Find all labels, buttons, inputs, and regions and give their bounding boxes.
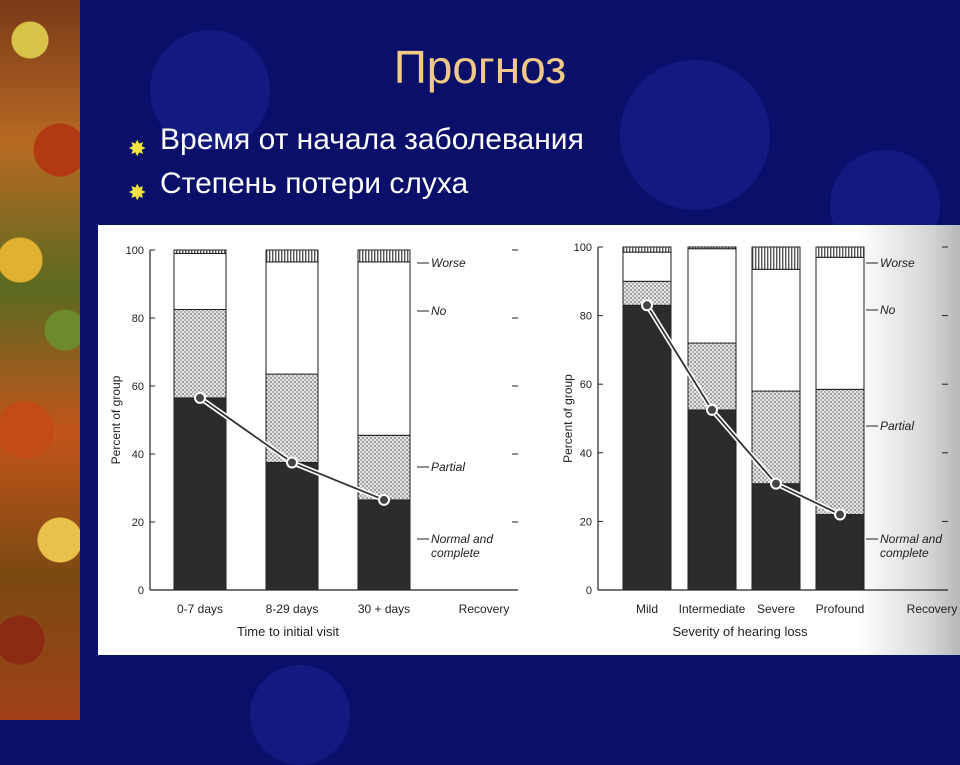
legend-label-normal: Normal and bbox=[880, 532, 942, 546]
bar-segment-no bbox=[815, 256, 865, 390]
bar-segment-partial bbox=[687, 342, 737, 411]
bar-segment-worse bbox=[622, 246, 672, 253]
bar-segment-normal bbox=[265, 462, 319, 591]
bar-segment-normal bbox=[815, 514, 865, 591]
x-axis-label: Time to initial visit bbox=[237, 624, 339, 639]
gear-decoration bbox=[620, 60, 770, 210]
legend-label: Partial bbox=[431, 460, 465, 474]
x-axis-label: Severity of hearing loss bbox=[672, 624, 808, 639]
y-tick-label: 20 bbox=[132, 517, 144, 529]
legend-label: No bbox=[880, 303, 896, 317]
bar-segment-no bbox=[751, 268, 801, 392]
x-tick-label: 0-7 days bbox=[177, 602, 223, 616]
bullet-text: Степень потери слуха bbox=[160, 167, 469, 200]
y-tick-label: 20 bbox=[580, 516, 592, 528]
y-tick-label: 40 bbox=[580, 448, 592, 460]
legend-label: Worse bbox=[880, 256, 915, 270]
trend-point bbox=[641, 299, 653, 312]
trend-line bbox=[646, 304, 841, 516]
bar-segment-worse bbox=[751, 246, 801, 270]
bar-segment-worse bbox=[357, 249, 411, 263]
trend-line-halo bbox=[644, 303, 842, 517]
y-tick-label: 80 bbox=[132, 313, 144, 325]
y-tick-label: 100 bbox=[574, 242, 592, 254]
y-tick-label: 80 bbox=[580, 311, 592, 323]
x-tick-label: 30 + days bbox=[358, 602, 410, 616]
bar-segment-worse bbox=[815, 246, 865, 258]
bar-segment-normal bbox=[173, 397, 227, 591]
gear-decoration bbox=[250, 665, 350, 765]
y-tick-label: 60 bbox=[132, 381, 144, 393]
legend-label-normal-2: complete bbox=[880, 546, 929, 560]
bar-segment-normal bbox=[687, 409, 737, 591]
bar-segment-partial bbox=[751, 390, 801, 485]
decorative-strip bbox=[0, 0, 86, 720]
bullet-item: ✸ Время от начала заболевания bbox=[128, 118, 584, 162]
trend-point bbox=[834, 508, 846, 521]
legend-label-normal: Normal and bbox=[431, 532, 493, 546]
y-tick-label: 40 bbox=[132, 449, 144, 461]
y-tick-label: 100 bbox=[126, 245, 144, 257]
y-axis-label: Percent of group bbox=[109, 375, 123, 464]
x-tick-label-recovery: Recovery bbox=[459, 602, 510, 616]
bar-segment-normal bbox=[751, 483, 801, 591]
trend-point bbox=[706, 403, 718, 416]
bar-segment-normal bbox=[357, 499, 411, 591]
legend-label: Partial bbox=[880, 419, 914, 433]
trend-point bbox=[770, 477, 782, 490]
bar-segment-normal bbox=[622, 304, 672, 591]
slide-title: Прогноз bbox=[393, 41, 567, 93]
bar-segment-no bbox=[265, 261, 319, 375]
sun-bullet-icon: ✸ bbox=[128, 136, 147, 161]
bar-segment-no bbox=[357, 261, 411, 436]
bullet-item: ✸ Степень потери слуха bbox=[128, 162, 584, 206]
legend-label-normal-2: complete bbox=[431, 546, 480, 560]
x-tick-label: Severe bbox=[757, 602, 795, 616]
charts-svg: 0 20 40 60 80 100 Percent of group 0-7 days 8-29… bbox=[109, 242, 958, 639]
bar-segment-partial bbox=[173, 309, 227, 399]
x-tick-label: Profound bbox=[816, 602, 865, 616]
bar-segment-worse bbox=[687, 246, 737, 250]
bar-segment-partial bbox=[357, 434, 411, 501]
y-tick-label: 0 bbox=[586, 585, 592, 597]
y-tick-label: 60 bbox=[580, 379, 592, 391]
trend-point bbox=[286, 456, 298, 469]
y-axis-label: Percent of group bbox=[561, 374, 575, 463]
figure-panel: 0 20 40 60 80 100 Percent of group 0-7 days 8-29… bbox=[98, 225, 960, 655]
bar-segment-no bbox=[622, 251, 672, 282]
x-tick-label-recovery: Recovery bbox=[907, 602, 958, 616]
legend-label: No bbox=[431, 304, 447, 318]
bar-segment-no bbox=[687, 248, 737, 344]
trend-point bbox=[194, 391, 206, 404]
x-tick-label: 8-29 days bbox=[266, 602, 319, 616]
bullet-list: ✸ Время от начала заболевания ✸ Степень … bbox=[128, 118, 584, 206]
trend-point bbox=[378, 493, 390, 506]
bar-segment-worse bbox=[265, 249, 319, 263]
x-tick-label: Mild bbox=[636, 602, 658, 616]
y-tick-label: 0 bbox=[138, 585, 144, 597]
x-tick-label: Intermediate bbox=[679, 602, 746, 616]
bar-segment-partial bbox=[815, 388, 865, 516]
bar-segment-worse bbox=[173, 249, 227, 254]
bar-segment-no bbox=[173, 252, 227, 310]
bullet-text: Время от начала заболевания bbox=[160, 123, 584, 156]
gear-decoration bbox=[150, 30, 270, 150]
legend-label: Worse bbox=[431, 256, 466, 270]
sun-bullet-icon: ✸ bbox=[128, 180, 147, 205]
